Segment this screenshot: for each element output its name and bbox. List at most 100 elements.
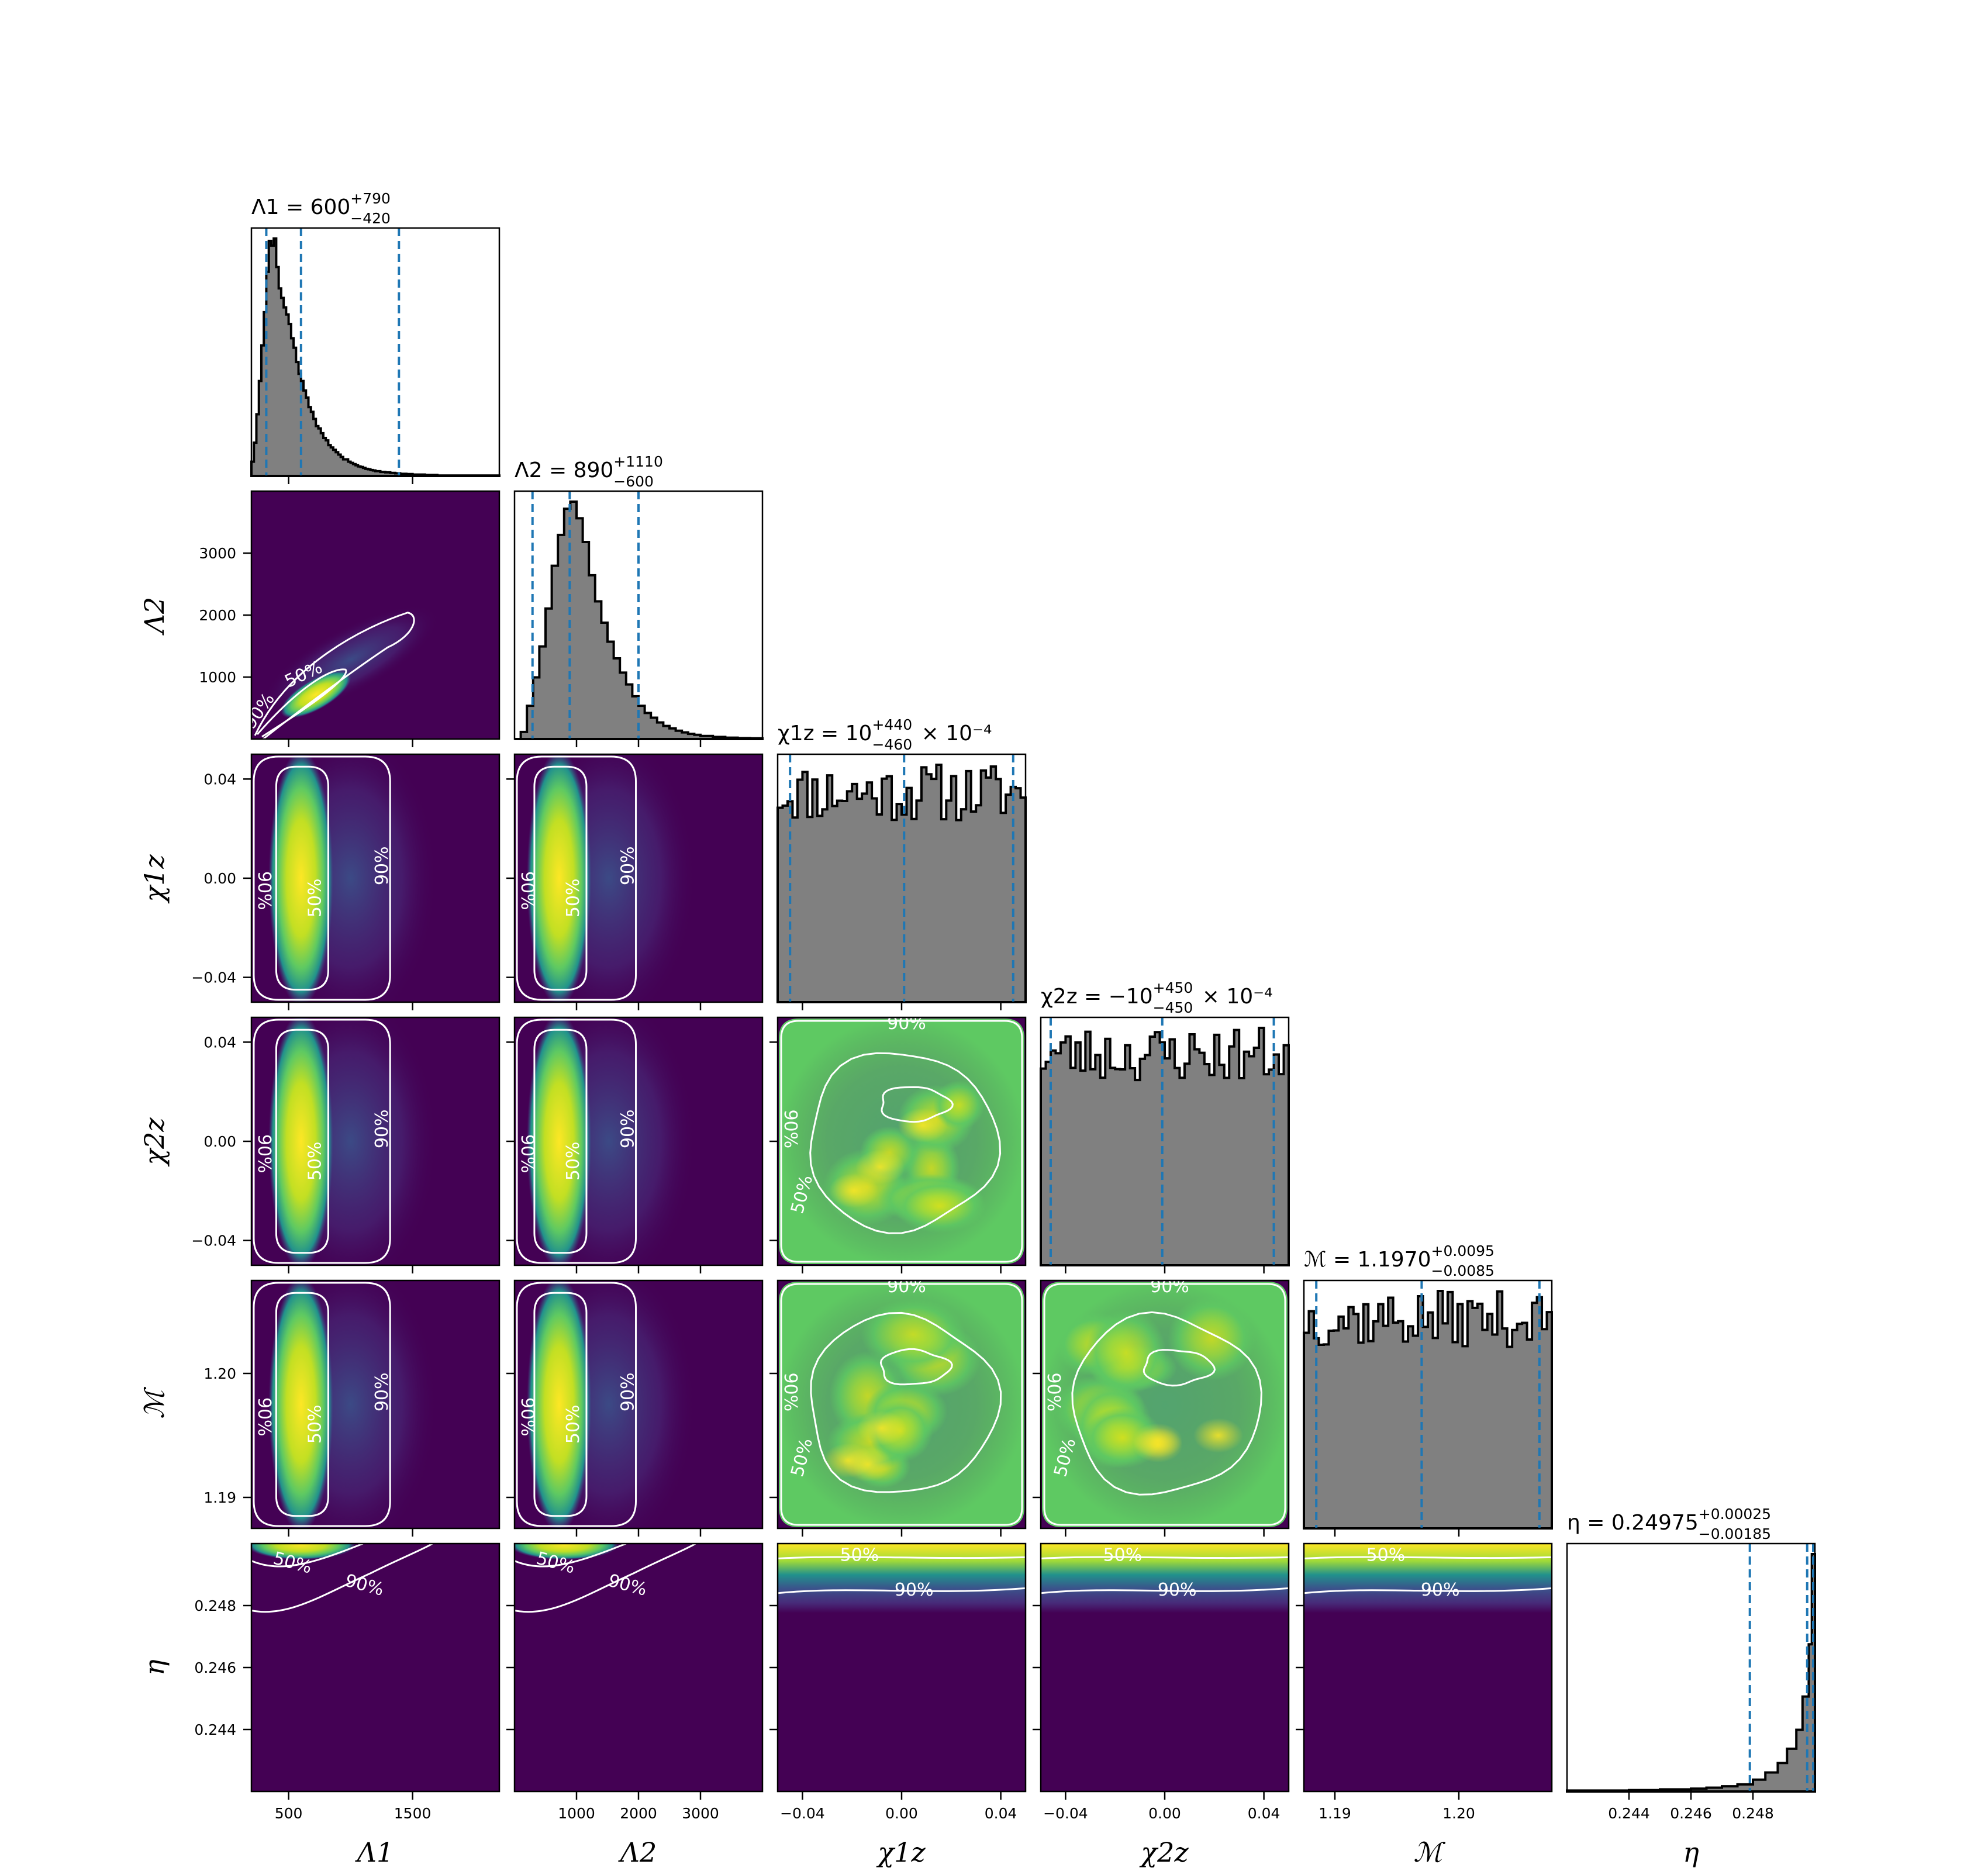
y-axis-label-lambda2: Λ2	[139, 597, 170, 636]
histogram-title-chi1z: χ1z = 10+440 −460 × 10⁻⁴	[778, 716, 992, 753]
title-upper-error: +0.0095	[1431, 1242, 1495, 1259]
histogram-panel-lambda1: Λ1 = 600+790 −420	[250, 190, 501, 477]
density-panel-chi1z-mchirp: 50%90%90%	[776, 1279, 1027, 1530]
density-content: 50%90%90%	[251, 1280, 499, 1528]
x-axis-label-chi2z: χ2z	[1139, 1837, 1189, 1868]
y-tick-label: 1.19	[203, 1489, 236, 1506]
y-tick-label: −0.04	[191, 1233, 236, 1249]
density-peak	[823, 1443, 874, 1478]
histogram-bars-eta	[1566, 1553, 1816, 1793]
title-lower-error: −600	[613, 473, 654, 490]
histogram-title-lambda2: Λ2 = 890+1110 −600	[515, 453, 663, 490]
contour-label: 90%	[517, 1397, 537, 1437]
density-core	[268, 754, 333, 1002]
contour-90	[778, 1587, 1026, 1594]
density-core	[527, 1017, 592, 1265]
contour-label: 50%	[1366, 1545, 1406, 1566]
density-blob	[861, 1298, 966, 1371]
histogram-frame	[250, 227, 501, 477]
x-tick-label: 1500	[394, 1805, 432, 1822]
contour-90	[253, 755, 391, 1001]
y-axis-label-chi1z: χ1z	[139, 854, 170, 904]
contour-90	[516, 1019, 637, 1264]
contour-90	[516, 755, 637, 1001]
contour-90	[253, 1019, 391, 1264]
contour-label: 50%	[563, 1405, 584, 1444]
contour-label: 90%	[895, 1580, 934, 1600]
density-panel-lambda1-eta: 50%90%	[250, 1542, 501, 1793]
contour-label: 90%	[254, 871, 274, 910]
density-content: 50%90%90%	[251, 1017, 499, 1265]
density-content: 50%90%90%	[1041, 1280, 1289, 1528]
density-peak	[1193, 1418, 1243, 1453]
histogram-bars-lambda1	[250, 237, 501, 477]
title-lower-error: −460	[872, 736, 912, 753]
y-tick-label: 0.246	[194, 1659, 236, 1676]
density-frame	[250, 1279, 501, 1530]
density-panel-lambda2-mchirp: 50% 90% 90%	[513, 1279, 764, 1530]
density-content: 50%90%	[251, 491, 499, 739]
contour-label: 90%	[780, 1109, 800, 1148]
contour-90	[1304, 1587, 1552, 1594]
contour-50	[1041, 1556, 1289, 1559]
contour-90	[780, 1283, 1023, 1526]
x-tick-label: 0.248	[1732, 1805, 1774, 1822]
x-tick-label: 3000	[682, 1805, 719, 1822]
contour-50	[778, 1556, 1026, 1559]
contour-label: 90%	[372, 1109, 392, 1148]
x-axis-label-chi1z: χ1z	[876, 1837, 926, 1868]
y-tick-label: 0.04	[203, 1034, 236, 1051]
x-axis-label-lambda2: Λ2	[618, 1837, 657, 1868]
density-content: 50%90%90%	[515, 1280, 762, 1528]
density-blob	[1168, 1296, 1255, 1381]
title-lower-error: −450	[1153, 999, 1193, 1016]
density-panel-chi2z-eta: 50% 90%	[1040, 1542, 1290, 1793]
y-axis-label-chi2z: χ2z	[139, 1117, 170, 1167]
density-content: 50%90%	[1304, 1544, 1552, 1791]
contour-50	[251, 1544, 364, 1568]
x-tick-label: 1000	[558, 1805, 595, 1822]
histogram-panel-eta: η = 0.24975+0.00025 −0.00185	[1566, 1506, 1816, 1793]
contour-label: 90%	[1043, 1372, 1064, 1411]
x-tick-label: 500	[275, 1805, 303, 1822]
title-value: χ1z = 10	[778, 722, 872, 745]
density-panel-lambda1-mchirp: 50% 90% 90%	[250, 1279, 501, 1530]
x-tick-label: 1.19	[1319, 1805, 1351, 1822]
histogram-panel-chi1z: χ1z = 10+440 −460 × 10⁻⁴	[776, 716, 1027, 1003]
panel-layer: Λ1 = 600+790 −420 Λ2 = 890+1110 −600 χ1z = 1…	[139, 190, 1816, 1868]
title-upper-error: +0.00025	[1699, 1506, 1771, 1523]
contour-label: 90%	[618, 846, 638, 885]
contour-label: 50%	[305, 879, 326, 918]
density-content: 50%90%	[778, 1544, 1026, 1791]
histogram-panel-lambda2: Λ2 = 890+1110 −600	[513, 453, 764, 740]
y-tick-label: 0.00	[203, 870, 236, 887]
histogram-title-mchirp: ℳ = 1.1970+0.0095 −0.0085	[1304, 1242, 1495, 1279]
title-value: ℳ = 1.1970	[1304, 1248, 1431, 1272]
density-peak	[829, 1173, 879, 1208]
histogram-title-lambda1: Λ1 = 600+790 −420	[251, 190, 391, 227]
x-tick-label: −0.04	[780, 1805, 825, 1822]
histogram-background	[1567, 1544, 1815, 1791]
histogram-panel-chi2z: χ2z = −10+450 −450 × 10⁻⁴	[1040, 979, 1290, 1266]
x-tick-label: 0.04	[1248, 1805, 1281, 1822]
density-blob	[893, 1179, 986, 1233]
contour-label: 90%	[1158, 1580, 1197, 1600]
density-core	[527, 754, 592, 1002]
x-tick-label: 0.04	[985, 1805, 1017, 1822]
histogram-bars-chi1z	[776, 764, 1027, 1003]
contour-label: 90%	[372, 846, 392, 885]
contour-50	[1304, 1556, 1552, 1559]
contour-90	[515, 1544, 696, 1613]
contour-50	[533, 1028, 588, 1254]
density-content: 50%90%90%	[515, 1017, 762, 1265]
contour-50	[275, 765, 329, 991]
y-tick-label: 0.00	[203, 1133, 236, 1150]
title-value: χ2z = −10	[1041, 985, 1153, 1009]
contour-50	[515, 1544, 627, 1568]
histogram-bars-chi2z	[1040, 1027, 1290, 1266]
contour-50	[533, 765, 588, 991]
histogram-panel-mchirp: ℳ = 1.1970+0.0095 −0.0085	[1303, 1242, 1553, 1530]
density-panel-lambda2-chi2z: 50% 90% 90%	[513, 1016, 764, 1266]
contour-90	[254, 612, 415, 739]
